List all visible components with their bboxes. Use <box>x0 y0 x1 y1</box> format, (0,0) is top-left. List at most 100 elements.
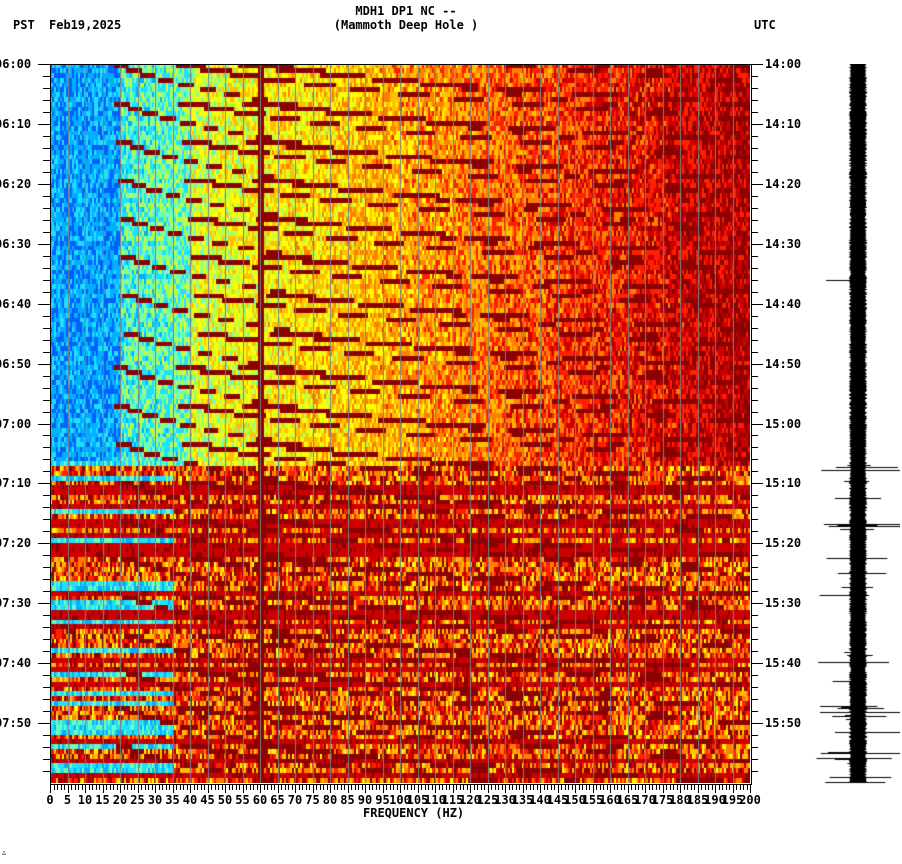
y-tick-right <box>751 531 758 532</box>
x-tick <box>302 784 303 790</box>
x-tick <box>330 784 331 793</box>
y-tick-right <box>751 723 763 724</box>
y-tick-label-pst: 07:50 <box>0 716 32 730</box>
y-tick-label-utc: 14:00 <box>765 57 802 71</box>
x-tick <box>736 784 737 790</box>
y-tick-right <box>751 292 758 293</box>
x-tick <box>673 784 674 790</box>
x-tick <box>747 784 748 790</box>
x-tick <box>631 784 632 790</box>
x-tick <box>418 784 419 793</box>
y-tick-label-pst: 07:40 <box>0 656 32 670</box>
x-tick <box>92 784 93 790</box>
x-tick <box>229 784 230 790</box>
y-tick-label-utc: 14:20 <box>765 177 802 191</box>
x-tick-label: 10 <box>77 793 93 807</box>
x-tick <box>460 784 461 790</box>
y-tick-left <box>43 76 50 77</box>
x-tick <box>750 784 751 793</box>
x-tick <box>299 784 300 790</box>
x-tick <box>99 784 100 790</box>
y-tick-left <box>38 543 50 544</box>
x-tick <box>474 784 475 790</box>
x-tick <box>337 784 338 790</box>
x-tick <box>575 784 576 793</box>
y-tick-label-pst: 06:40 <box>0 297 32 311</box>
spectrogram-frame <box>50 64 752 785</box>
x-tick <box>383 784 384 793</box>
x-tick <box>316 784 317 790</box>
x-tick <box>85 784 86 793</box>
y-tick-right <box>751 615 758 616</box>
seismogram-trace <box>815 64 900 784</box>
y-tick-left <box>43 459 50 460</box>
x-tick <box>344 784 345 790</box>
x-tick <box>540 784 541 793</box>
x-tick <box>719 784 720 790</box>
y-tick-right <box>751 88 758 89</box>
x-tick <box>544 784 545 790</box>
y-tick-left <box>43 759 50 760</box>
y-tick-right <box>751 244 763 245</box>
y-tick-left <box>43 735 50 736</box>
x-tick <box>358 784 359 790</box>
x-tick-label: 160 <box>599 793 621 807</box>
x-tick <box>187 784 188 790</box>
y-tick-left <box>38 603 50 604</box>
x-tick <box>215 784 216 790</box>
x-tick <box>635 784 636 790</box>
y-tick-right <box>751 184 763 185</box>
x-tick <box>715 784 716 793</box>
y-tick-right <box>751 268 758 269</box>
y-tick-left <box>43 615 50 616</box>
x-tick <box>677 784 678 790</box>
x-tick <box>726 784 727 790</box>
y-tick-right <box>751 64 763 65</box>
x-tick <box>148 784 149 790</box>
x-tick <box>162 784 163 790</box>
x-tick <box>526 784 527 790</box>
x-tick <box>705 784 706 790</box>
x-tick-label: 125 <box>476 793 499 807</box>
spectrogram-heatmap <box>50 64 750 783</box>
x-tick-label: 40 <box>182 793 198 807</box>
x-tick <box>274 784 275 790</box>
x-tick <box>603 784 604 790</box>
x-tick <box>141 784 142 790</box>
x-tick <box>645 784 646 793</box>
x-tick <box>271 784 272 790</box>
y-tick-right <box>751 280 758 281</box>
x-tick <box>68 784 69 793</box>
x-tick-label: 60 <box>252 793 268 807</box>
x-tick <box>355 784 356 790</box>
x-tick <box>117 784 118 790</box>
x-tick-label: 90 <box>357 793 373 807</box>
x-tick-label: 145 <box>546 793 569 807</box>
x-tick <box>407 784 408 790</box>
x-tick <box>421 784 422 790</box>
x-tick <box>190 784 191 793</box>
y-tick-left <box>43 208 50 209</box>
x-tick <box>152 784 153 790</box>
x-tick <box>341 784 342 790</box>
x-tick <box>351 784 352 790</box>
y-tick-label-utc: 15:10 <box>765 476 802 490</box>
x-tick <box>743 784 744 790</box>
x-tick <box>610 784 611 793</box>
x-tick <box>243 784 244 793</box>
x-tick-label: 80 <box>322 793 338 807</box>
y-tick-right <box>751 76 758 77</box>
x-tick <box>512 784 513 790</box>
x-tick <box>470 784 471 793</box>
y-tick-left <box>43 412 50 413</box>
y-tick-left <box>43 711 50 712</box>
x-tick <box>50 784 51 793</box>
x-tick-label: 55 <box>235 793 250 807</box>
y-tick-left <box>43 340 50 341</box>
x-tick <box>250 784 251 790</box>
x-tick <box>467 784 468 790</box>
x-tick-label: 20 <box>112 793 128 807</box>
x-tick-label: 165 <box>616 793 639 807</box>
y-tick-label-pst: 06:50 <box>0 357 32 371</box>
x-tick <box>222 784 223 790</box>
